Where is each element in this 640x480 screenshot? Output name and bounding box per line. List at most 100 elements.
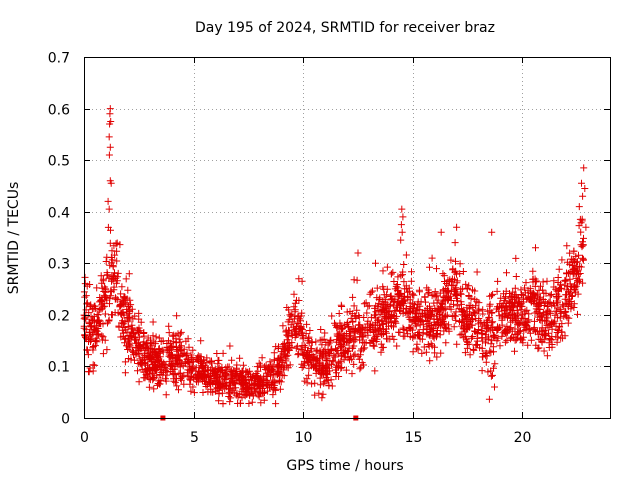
data-point xyxy=(377,340,385,348)
data-point xyxy=(414,329,422,336)
data-point xyxy=(511,284,519,292)
data-point xyxy=(90,323,98,331)
data-point xyxy=(475,305,483,313)
data-point xyxy=(245,400,253,407)
data-point xyxy=(430,299,438,307)
data-point xyxy=(453,279,461,287)
data-point xyxy=(427,306,435,314)
data-point xyxy=(261,365,269,373)
data-point xyxy=(145,375,153,383)
data-point xyxy=(122,275,130,283)
data-point xyxy=(280,347,288,355)
data-point xyxy=(553,313,561,321)
data-point xyxy=(469,304,477,311)
data-point xyxy=(99,277,107,285)
data-point xyxy=(205,378,213,386)
data-point xyxy=(128,305,136,313)
data-point xyxy=(144,354,152,361)
data-point xyxy=(552,285,560,293)
data-point xyxy=(547,291,555,298)
data-point xyxy=(389,268,397,276)
data-point xyxy=(291,331,299,339)
data-point xyxy=(467,334,475,342)
data-point xyxy=(313,364,320,372)
data-point xyxy=(373,284,381,292)
data-point xyxy=(450,312,458,320)
data-point xyxy=(125,340,133,348)
data-point xyxy=(89,346,97,354)
data-point xyxy=(152,333,160,341)
data-point xyxy=(544,300,552,308)
data-point xyxy=(383,313,391,321)
data-point xyxy=(129,329,137,337)
data-point xyxy=(363,309,371,317)
data-point xyxy=(248,398,256,406)
data-point xyxy=(523,319,531,327)
data-point xyxy=(192,364,200,372)
data-point xyxy=(531,317,538,325)
data-point xyxy=(149,332,157,340)
data-point xyxy=(171,371,179,379)
data-point xyxy=(218,389,226,397)
data-point xyxy=(121,335,129,343)
data-point xyxy=(451,268,459,276)
data-point xyxy=(176,330,184,338)
data-point xyxy=(280,340,288,348)
data-point xyxy=(157,376,165,384)
data-point xyxy=(95,317,103,325)
data-point xyxy=(162,375,169,383)
data-point xyxy=(536,306,544,313)
data-point xyxy=(426,321,434,329)
data-point xyxy=(166,362,174,370)
data-point xyxy=(562,312,570,320)
data-point xyxy=(390,278,398,285)
data-point xyxy=(165,350,173,358)
data-point xyxy=(570,247,578,255)
data-point xyxy=(266,358,274,366)
data-point xyxy=(417,298,425,306)
data-point xyxy=(264,387,272,395)
data-point xyxy=(311,379,319,387)
data-point xyxy=(272,400,280,408)
data-point xyxy=(484,316,491,324)
spike-point xyxy=(398,228,406,236)
data-point xyxy=(150,338,158,346)
data-point xyxy=(523,322,530,330)
spike-point xyxy=(104,197,112,205)
data-point xyxy=(563,242,571,250)
data-point xyxy=(356,336,364,344)
data-point xyxy=(279,341,287,349)
data-point xyxy=(469,333,477,340)
data-point xyxy=(418,349,426,357)
data-point xyxy=(153,372,161,380)
data-point xyxy=(412,314,419,321)
spike-point xyxy=(578,179,585,187)
data-point xyxy=(89,361,97,369)
data-point xyxy=(292,325,300,333)
data-point xyxy=(531,309,539,317)
data-point xyxy=(124,314,132,321)
data-point xyxy=(243,385,250,393)
spike-point xyxy=(581,185,589,192)
data-point xyxy=(156,360,163,368)
spike-point xyxy=(437,228,445,236)
data-point xyxy=(261,389,268,396)
data-point xyxy=(297,345,305,353)
data-point xyxy=(97,272,105,280)
data-point xyxy=(338,303,346,310)
data-point xyxy=(277,378,285,386)
data-point xyxy=(404,294,412,302)
data-point xyxy=(402,308,410,316)
data-point xyxy=(155,349,163,357)
data-point xyxy=(337,364,345,372)
y-tick-label: 0.7 xyxy=(48,51,70,67)
data-point xyxy=(405,323,413,331)
data-point xyxy=(503,269,510,277)
data-point xyxy=(485,333,493,341)
data-point xyxy=(488,292,496,300)
data-point xyxy=(86,320,94,328)
data-point xyxy=(473,268,481,276)
x-tick-label: 5 xyxy=(190,430,199,446)
data-point xyxy=(518,314,526,322)
